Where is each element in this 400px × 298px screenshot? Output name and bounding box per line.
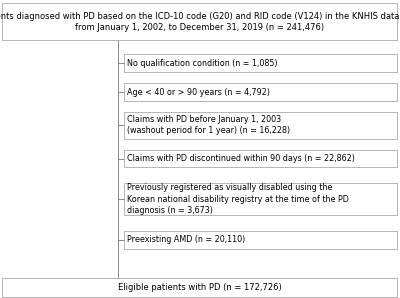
Text: No qualification condition (n = 1,085): No qualification condition (n = 1,085) [127, 59, 278, 68]
Text: Age < 40 or > 90 years (n = 4,792): Age < 40 or > 90 years (n = 4,792) [127, 88, 270, 97]
FancyBboxPatch shape [2, 3, 397, 40]
FancyBboxPatch shape [124, 83, 397, 101]
Text: Claims with PD discontinued within 90 days (n = 22,862): Claims with PD discontinued within 90 da… [127, 154, 355, 163]
FancyBboxPatch shape [124, 54, 397, 72]
FancyBboxPatch shape [124, 112, 397, 139]
Text: Previously registered as visually disabled using the
Korean national disability : Previously registered as visually disabl… [127, 184, 349, 215]
FancyBboxPatch shape [124, 183, 397, 215]
FancyBboxPatch shape [124, 231, 397, 249]
FancyBboxPatch shape [124, 150, 397, 167]
Text: Claims with PD before January 1, 2003
(washout period for 1 year) (n = 16,228): Claims with PD before January 1, 2003 (w… [127, 115, 290, 135]
Text: Eligible patients with PD (n = 172,726): Eligible patients with PD (n = 172,726) [118, 283, 282, 292]
Text: Patients diagnosed with PD based on the ICD-10 code (G20) and RID code (V124) in: Patients diagnosed with PD based on the … [0, 12, 400, 32]
Text: Preexisting AMD (n = 20,110): Preexisting AMD (n = 20,110) [127, 235, 246, 244]
FancyBboxPatch shape [2, 278, 397, 297]
